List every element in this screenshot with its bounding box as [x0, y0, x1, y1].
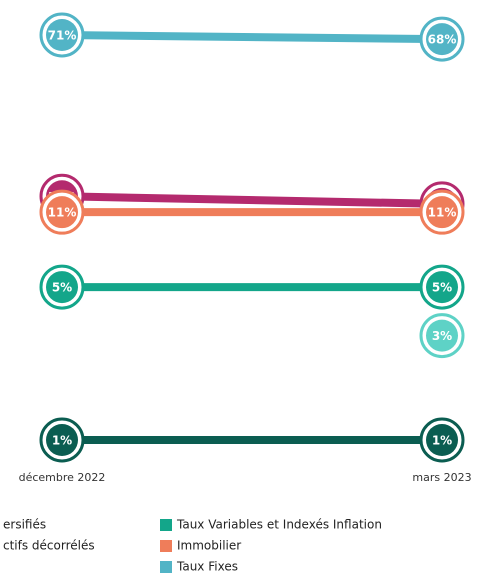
x-tick-label: mars 2023 [412, 471, 471, 484]
data-label: 71% [48, 29, 77, 43]
dot [426, 196, 458, 229]
dot [426, 424, 458, 456]
data-label: 11% [428, 206, 457, 220]
data-label: 68% [428, 33, 457, 47]
dot [46, 19, 78, 51]
data-label: 5% [52, 281, 72, 295]
legend-label: ersifiés [3, 518, 46, 532]
data-label: 5% [432, 281, 452, 295]
dot [46, 424, 78, 456]
legend-label: ctifs décorrélés [3, 539, 95, 553]
legend-swatch [160, 540, 172, 552]
legend-label: Immobilier [177, 539, 241, 553]
dot [46, 271, 78, 304]
dot [426, 319, 458, 352]
legend-label: Taux Fixes [176, 560, 238, 574]
slope-line [61, 31, 443, 44]
data-label: 11% [48, 206, 77, 220]
x-tick-label: décembre 2022 [19, 471, 106, 484]
legend-label: Taux Variables et Indexés Inflation [176, 518, 382, 532]
dot [46, 196, 78, 229]
legend-swatch [160, 561, 172, 573]
legend-swatch [160, 519, 172, 531]
data-label: 1% [432, 434, 452, 448]
slope-line [61, 192, 443, 208]
dot [426, 23, 458, 56]
data-label: 3% [432, 329, 452, 343]
data-label: 1% [52, 434, 72, 448]
dot [426, 271, 458, 304]
